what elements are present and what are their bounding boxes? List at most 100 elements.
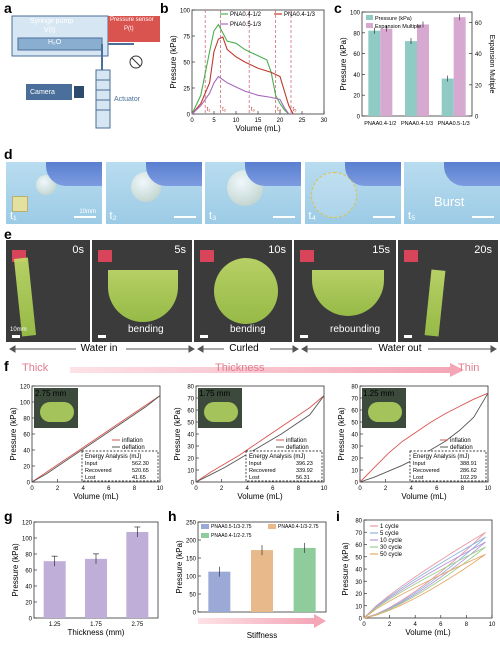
- chart-i-ytick-label: 60: [355, 543, 362, 549]
- panel-e-photo: 20s: [398, 240, 498, 342]
- chart-f-ytick-label: 30: [187, 445, 194, 451]
- chart-h-bar: [251, 550, 273, 612]
- chart-f-ytick-label: 40: [23, 449, 30, 455]
- chart-f-energy-row-value: 520.65: [132, 468, 149, 474]
- chart-b-xtick-label: 15: [255, 118, 262, 124]
- panel-d-time-label: t₄: [308, 210, 317, 222]
- chart-b-series-line: [191, 23, 290, 115]
- chart-f-inflation-line: [31, 395, 161, 483]
- chart-f-energy-row-label: Input: [249, 461, 262, 467]
- chart-c-ytick-label: 40: [353, 73, 360, 79]
- chart-f-ytick-label: 80: [23, 417, 30, 423]
- chart-b-marker-label: t₃: [251, 107, 256, 113]
- h2o-label: H₂O: [48, 39, 62, 46]
- chart-c-bar-expansion: [417, 24, 429, 117]
- scale-bar: [404, 335, 412, 338]
- chart-g-ytick-label: 40: [25, 585, 32, 591]
- chart-f-xtick-label: 2: [56, 486, 60, 492]
- chart-f-ytick-label: 70: [351, 397, 358, 403]
- chart-g-category-label: 2.75: [131, 622, 143, 628]
- chart-b-marker-label: t₄: [277, 107, 282, 113]
- chart-h-ytick-label: 150: [186, 557, 197, 563]
- chart-f-inflation-line: [195, 395, 325, 483]
- chart-h-bar: [208, 571, 231, 612]
- chart-i-ytick-label: 30: [355, 580, 362, 586]
- chart-f-1-25mm: 0 10 20 30 40 50 60 70 80 0 2 4 6 8 10 Volume (mL) Press…: [337, 385, 492, 502]
- chart-f-xlabel: Volume (mL): [237, 492, 283, 501]
- chart-f-2-75mm: 0 20 40 60 80 100 120 0 2 4 6 8 10 Volume (mL) Pressur…: [9, 385, 164, 502]
- chart-f-energy-row-label: Recovered: [85, 468, 112, 474]
- scale-bar: [300, 335, 308, 338]
- chart-f-legend-label: inflation: [286, 438, 307, 444]
- chart-f-ylabel: Pressure (kPa): [173, 407, 182, 461]
- chart-f-ylabel: Pressure (kPa): [337, 407, 346, 461]
- chart-f-xtick-label: 8: [297, 486, 301, 492]
- panel-label-g: g: [4, 508, 13, 524]
- label-thickness: Thickness: [215, 362, 265, 374]
- panel-e-photo: 10s bending: [194, 240, 292, 342]
- panel-e-photo: 5s bending: [92, 240, 192, 342]
- chart-i: 0 10 20 30 40 50 60 70 80 0 2 4 6 8 10 Volume (mL) Press…: [341, 519, 496, 638]
- chart-g-ytick-label: 0: [29, 617, 33, 623]
- soft-actuator: [214, 258, 278, 324]
- chart-f-energy-row-value: 41.65: [132, 475, 146, 481]
- chart-b-xtick-label: 5: [212, 118, 216, 124]
- panel-e-action-label: bending: [128, 324, 164, 335]
- gel-balloon: [36, 175, 56, 196]
- glove: [46, 162, 102, 186]
- chart-f-energy-row-value: 339.92: [296, 468, 313, 474]
- chart-i-xtick-label: 2: [388, 622, 392, 628]
- panel-label-c: c: [334, 0, 342, 16]
- chart-i-ytick-label: 40: [355, 568, 362, 574]
- chart-f-energy-row-value: 388.91: [460, 461, 477, 467]
- chart-f-xtick-label: 2: [384, 486, 388, 492]
- chart-f-xtick-label: 0: [358, 486, 362, 492]
- panel-d-photo: t₂: [105, 162, 202, 224]
- chart-i-xtick-label: 10: [489, 622, 496, 628]
- chart-f-energy-row-label: Input: [413, 461, 426, 467]
- scale-bar: [372, 216, 395, 218]
- chart-f-energy-row-label: Lost: [413, 475, 424, 481]
- chart-b-ytick-label: 100: [180, 9, 191, 15]
- chart-b: 0 25 50 75 100 0 5 10 15 20 25 30 Volume (mL) Pressur…: [169, 9, 328, 134]
- panel-d-photo: t₃: [205, 162, 301, 224]
- chart-i-ylabel: Pressure (kPa): [341, 542, 350, 596]
- pressure-sensor-label: Pressure sensor: [110, 17, 154, 23]
- chart-f-xlabel: Volume (mL): [73, 492, 119, 501]
- chart-f-xtick-label: 8: [133, 486, 137, 492]
- chart-c-ylabel: Pressure (kPa): [339, 37, 348, 91]
- chart-f-xtick-label: 10: [485, 486, 492, 492]
- chart-g-ytick-label: 120: [22, 521, 33, 527]
- scale-bar: [98, 335, 106, 338]
- glove: [245, 162, 301, 186]
- chart-i-legend-label: 50 cycle: [380, 552, 403, 558]
- chart-b-xtick-label: 0: [190, 118, 194, 124]
- chart-f-deflation-line: [31, 395, 161, 483]
- panel-d-time-label: t₅: [408, 210, 416, 222]
- chart-i-ytick-label: 50: [355, 555, 362, 561]
- panel-d-time-label: t₁: [10, 210, 17, 222]
- chart-g-bar: [126, 531, 149, 618]
- chart-f-inflation-line: [359, 392, 489, 483]
- chart-b-ylabel: Pressure (kPa): [169, 35, 178, 89]
- chart-g-ytick-label: 100: [22, 537, 33, 543]
- chart-b-marker-label: t₁: [207, 107, 211, 113]
- chart-c-y2tick-label: 20: [475, 83, 482, 89]
- panel-label-i: i: [336, 508, 340, 524]
- chart-f-ytick-label: 20: [351, 457, 358, 463]
- chart-f-energy-row-value: 56.31: [296, 475, 310, 481]
- chart-c-bar-pressure: [441, 78, 454, 116]
- chart-h-legend-swatch: [201, 533, 209, 538]
- chart-g-category-label: 1.75: [90, 622, 102, 628]
- chart-g-ytick-label: 80: [25, 553, 32, 559]
- chart-f-ytick-label: 60: [23, 433, 30, 439]
- clamp: [200, 250, 214, 262]
- chart-f-ytick-label: 80: [187, 385, 194, 391]
- chart-f-ylabel: Pressure (kPa): [9, 407, 18, 461]
- chart-h: 0 50 100 150 200 250 Pressure (kPa) PNAA0.5-1/3…: [175, 521, 327, 640]
- chart-b-ytick-label: 75: [183, 35, 190, 41]
- chart-f-legend-label: deflation: [286, 445, 309, 451]
- chart-g-ytick-label: 20: [25, 601, 32, 607]
- chart-f-energy-box: [81, 450, 159, 482]
- chart-c-bar-pressure: [368, 30, 381, 116]
